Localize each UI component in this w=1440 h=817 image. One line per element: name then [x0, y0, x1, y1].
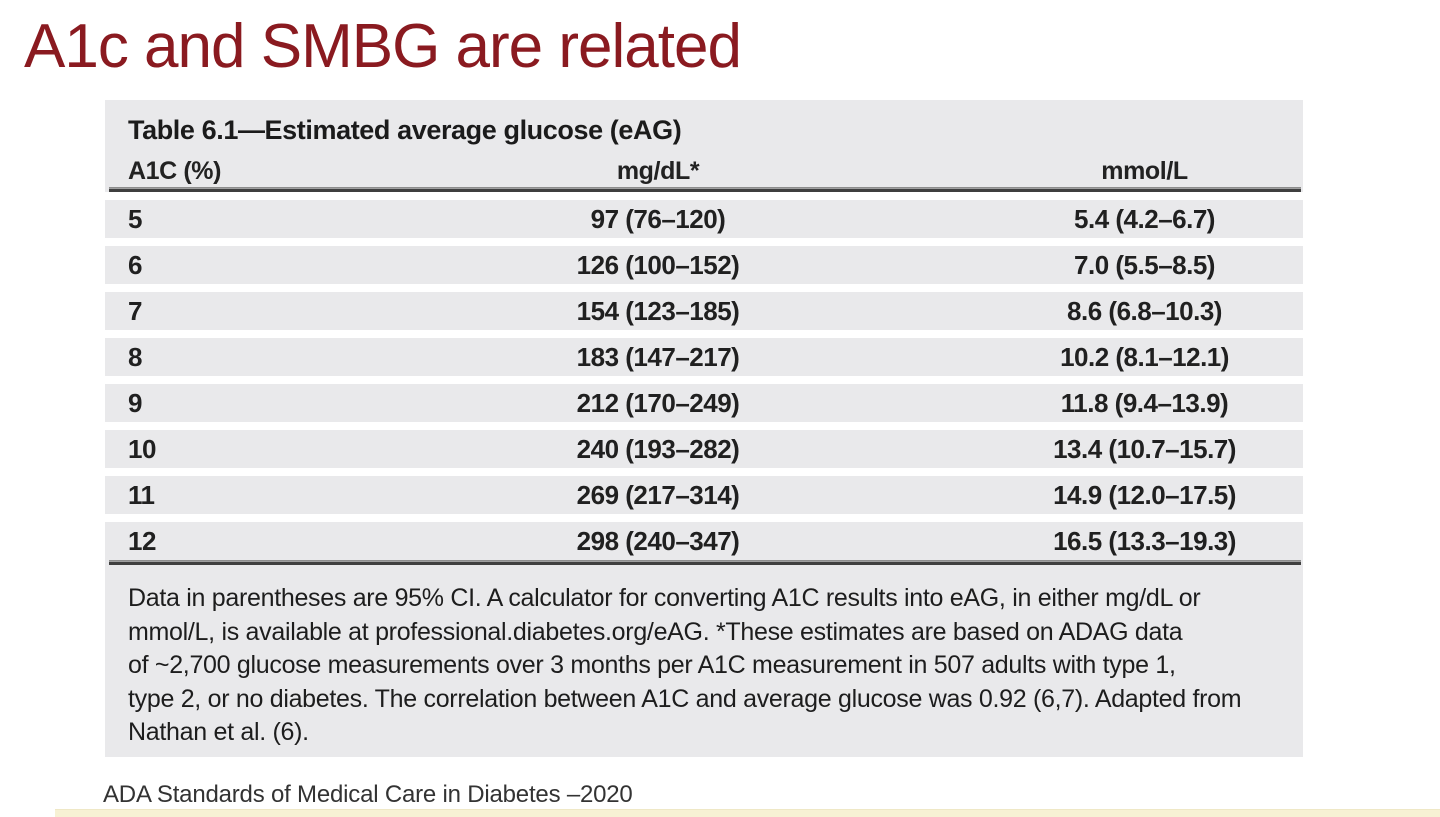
cell-mgdl: 97 (76–120) [590, 203, 726, 234]
footnote-line: Data in parentheses are 95% CI. A calcul… [128, 584, 1201, 612]
cell-mgdl: 240 (193–282) [576, 433, 740, 464]
table-footnote: Data in parentheses are 95% CI. A calcul… [128, 582, 1283, 750]
bottom-accent-strip [55, 809, 1440, 817]
cell-a1c: 6 [128, 249, 142, 280]
table-rule-top [109, 187, 1301, 192]
cell-a1c: 12 [128, 525, 156, 556]
table-row: 7 154 (123–185) 8.6 (6.8–10.3) [105, 284, 1303, 330]
table-row: 6 126 (100–152) 7.0 (5.5–8.5) [105, 238, 1303, 284]
eag-table-card: Table 6.1—Estimated average glucose (eAG… [105, 100, 1303, 757]
cell-mgdl: 126 (100–152) [576, 249, 740, 280]
cell-mgdl: 212 (170–249) [576, 387, 740, 418]
footnote-line: Nathan et al. (6). [128, 718, 309, 746]
cell-a1c: 11 [128, 479, 155, 510]
footnote-line: type 2, or no diabetes. The correlation … [128, 684, 1242, 713]
cell-mgdl: 154 (123–185) [576, 295, 740, 326]
table-body: 5 97 (76–120) 5.4 (4.2–6.7) 6 126 (100–1… [105, 192, 1303, 560]
column-header-a1c: A1C (%) [128, 156, 222, 185]
cell-mmoll: 16.5 (13.3–19.3) [1053, 525, 1236, 556]
cell-a1c: 9 [128, 387, 142, 418]
cell-a1c: 10 [128, 433, 156, 464]
cell-mmoll: 5.4 (4.2–6.7) [1074, 203, 1215, 234]
table-row: 11 269 (217–314) 14.9 (12.0–17.5) [105, 468, 1303, 514]
cell-mgdl: 298 (240–347) [576, 525, 740, 556]
cell-mmoll: 14.9 (12.0–17.5) [1053, 479, 1236, 510]
cell-a1c: 7 [128, 295, 142, 326]
cell-a1c: 5 [128, 203, 142, 234]
table-rule-bottom [109, 560, 1301, 565]
table-row: 10 240 (193–282) 13.4 (10.7–15.7) [105, 422, 1303, 468]
cell-a1c: 8 [128, 341, 142, 372]
citation-text: ADA Standards of Medical Care in Diabete… [103, 781, 633, 808]
table-row: 12 298 (240–347) 16.5 (13.3–19.3) [105, 514, 1303, 560]
cell-mgdl: 183 (147–217) [576, 341, 740, 372]
cell-mmoll: 10.2 (8.1–12.1) [1060, 341, 1229, 372]
table-header-row: A1C (%) mg/dL* mmol/L [128, 155, 1283, 187]
cell-mgdl: 269 (217–314) [576, 479, 740, 510]
cell-mmoll: 13.4 (10.7–15.7) [1053, 433, 1236, 464]
cell-mmoll: 11.8 (9.4–13.9) [1060, 387, 1229, 418]
table-caption: Table 6.1—Estimated average glucose (eAG… [128, 115, 682, 145]
cell-mmoll: 7.0 (5.5–8.5) [1074, 249, 1215, 280]
footnote-line: mmol/L, is available at professional.dia… [128, 617, 1183, 646]
table-row: 9 212 (170–249) 11.8 (9.4–13.9) [105, 376, 1303, 422]
footnote-line: of ~2,700 glucose measurements over 3 mo… [128, 651, 1176, 679]
slide-title: A1c and SMBG are related [24, 12, 742, 81]
column-header-mmoll: mmol/L [1101, 156, 1188, 185]
table-row: 5 97 (76–120) 5.4 (4.2–6.7) [105, 192, 1303, 238]
cell-mmoll: 8.6 (6.8–10.3) [1067, 295, 1222, 326]
column-header-mgdl: mg/dL* [616, 156, 700, 185]
table-row: 8 183 (147–217) 10.2 (8.1–12.1) [105, 330, 1303, 376]
